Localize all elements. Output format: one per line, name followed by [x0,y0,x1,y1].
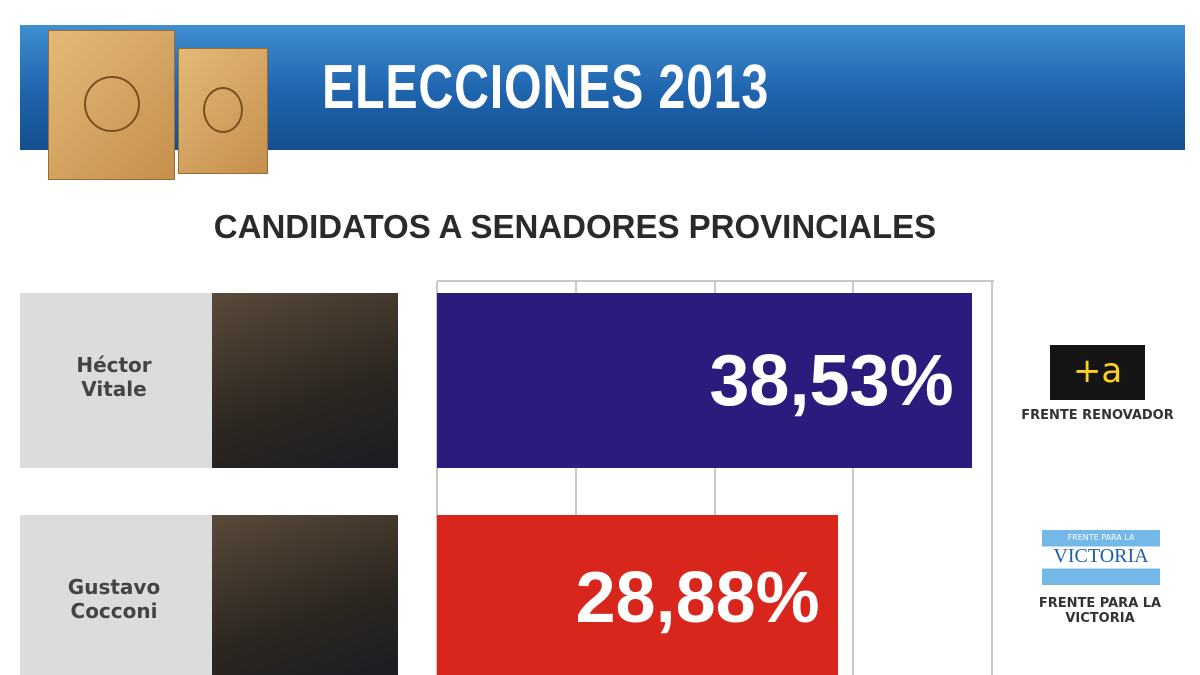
logo-text: VICTORIA [1053,545,1149,567]
value-label: 38,53% [709,340,954,421]
candidate-photo [212,515,398,675]
candidate-name: Héctor Vitale [76,353,152,401]
title: ELECCIONES 2013 [322,53,770,122]
grid-line [852,282,855,675]
ballot-box [48,30,175,180]
chart-title: CANDIDATOS A SENADORES PROVINCIALES [213,208,937,245]
bar: 28,88% [437,515,838,675]
grid-line [436,282,438,675]
party-name: FRENTE PARA LA VICTORIA [1038,596,1162,626]
candidate-photo [212,293,398,468]
party-name: FRENTE RENOVADOR [1021,408,1174,423]
grid-line [991,282,993,675]
ballot-box [178,48,268,174]
bar: 38,53% [437,293,972,468]
name-cell [20,293,212,468]
party-logo: FRENTE PARA LA VICTORIA [1042,530,1160,585]
party-logo: +a [1050,345,1145,400]
grid-line [713,282,716,675]
candidate-name: Gustavo Cocconi [67,575,161,623]
name-cell [20,515,212,675]
logo-text: FRENTE PARA LA [1067,533,1135,542]
value-label: 28,88% [575,557,820,638]
grid-line [574,282,577,675]
grid-frame [437,280,994,282]
